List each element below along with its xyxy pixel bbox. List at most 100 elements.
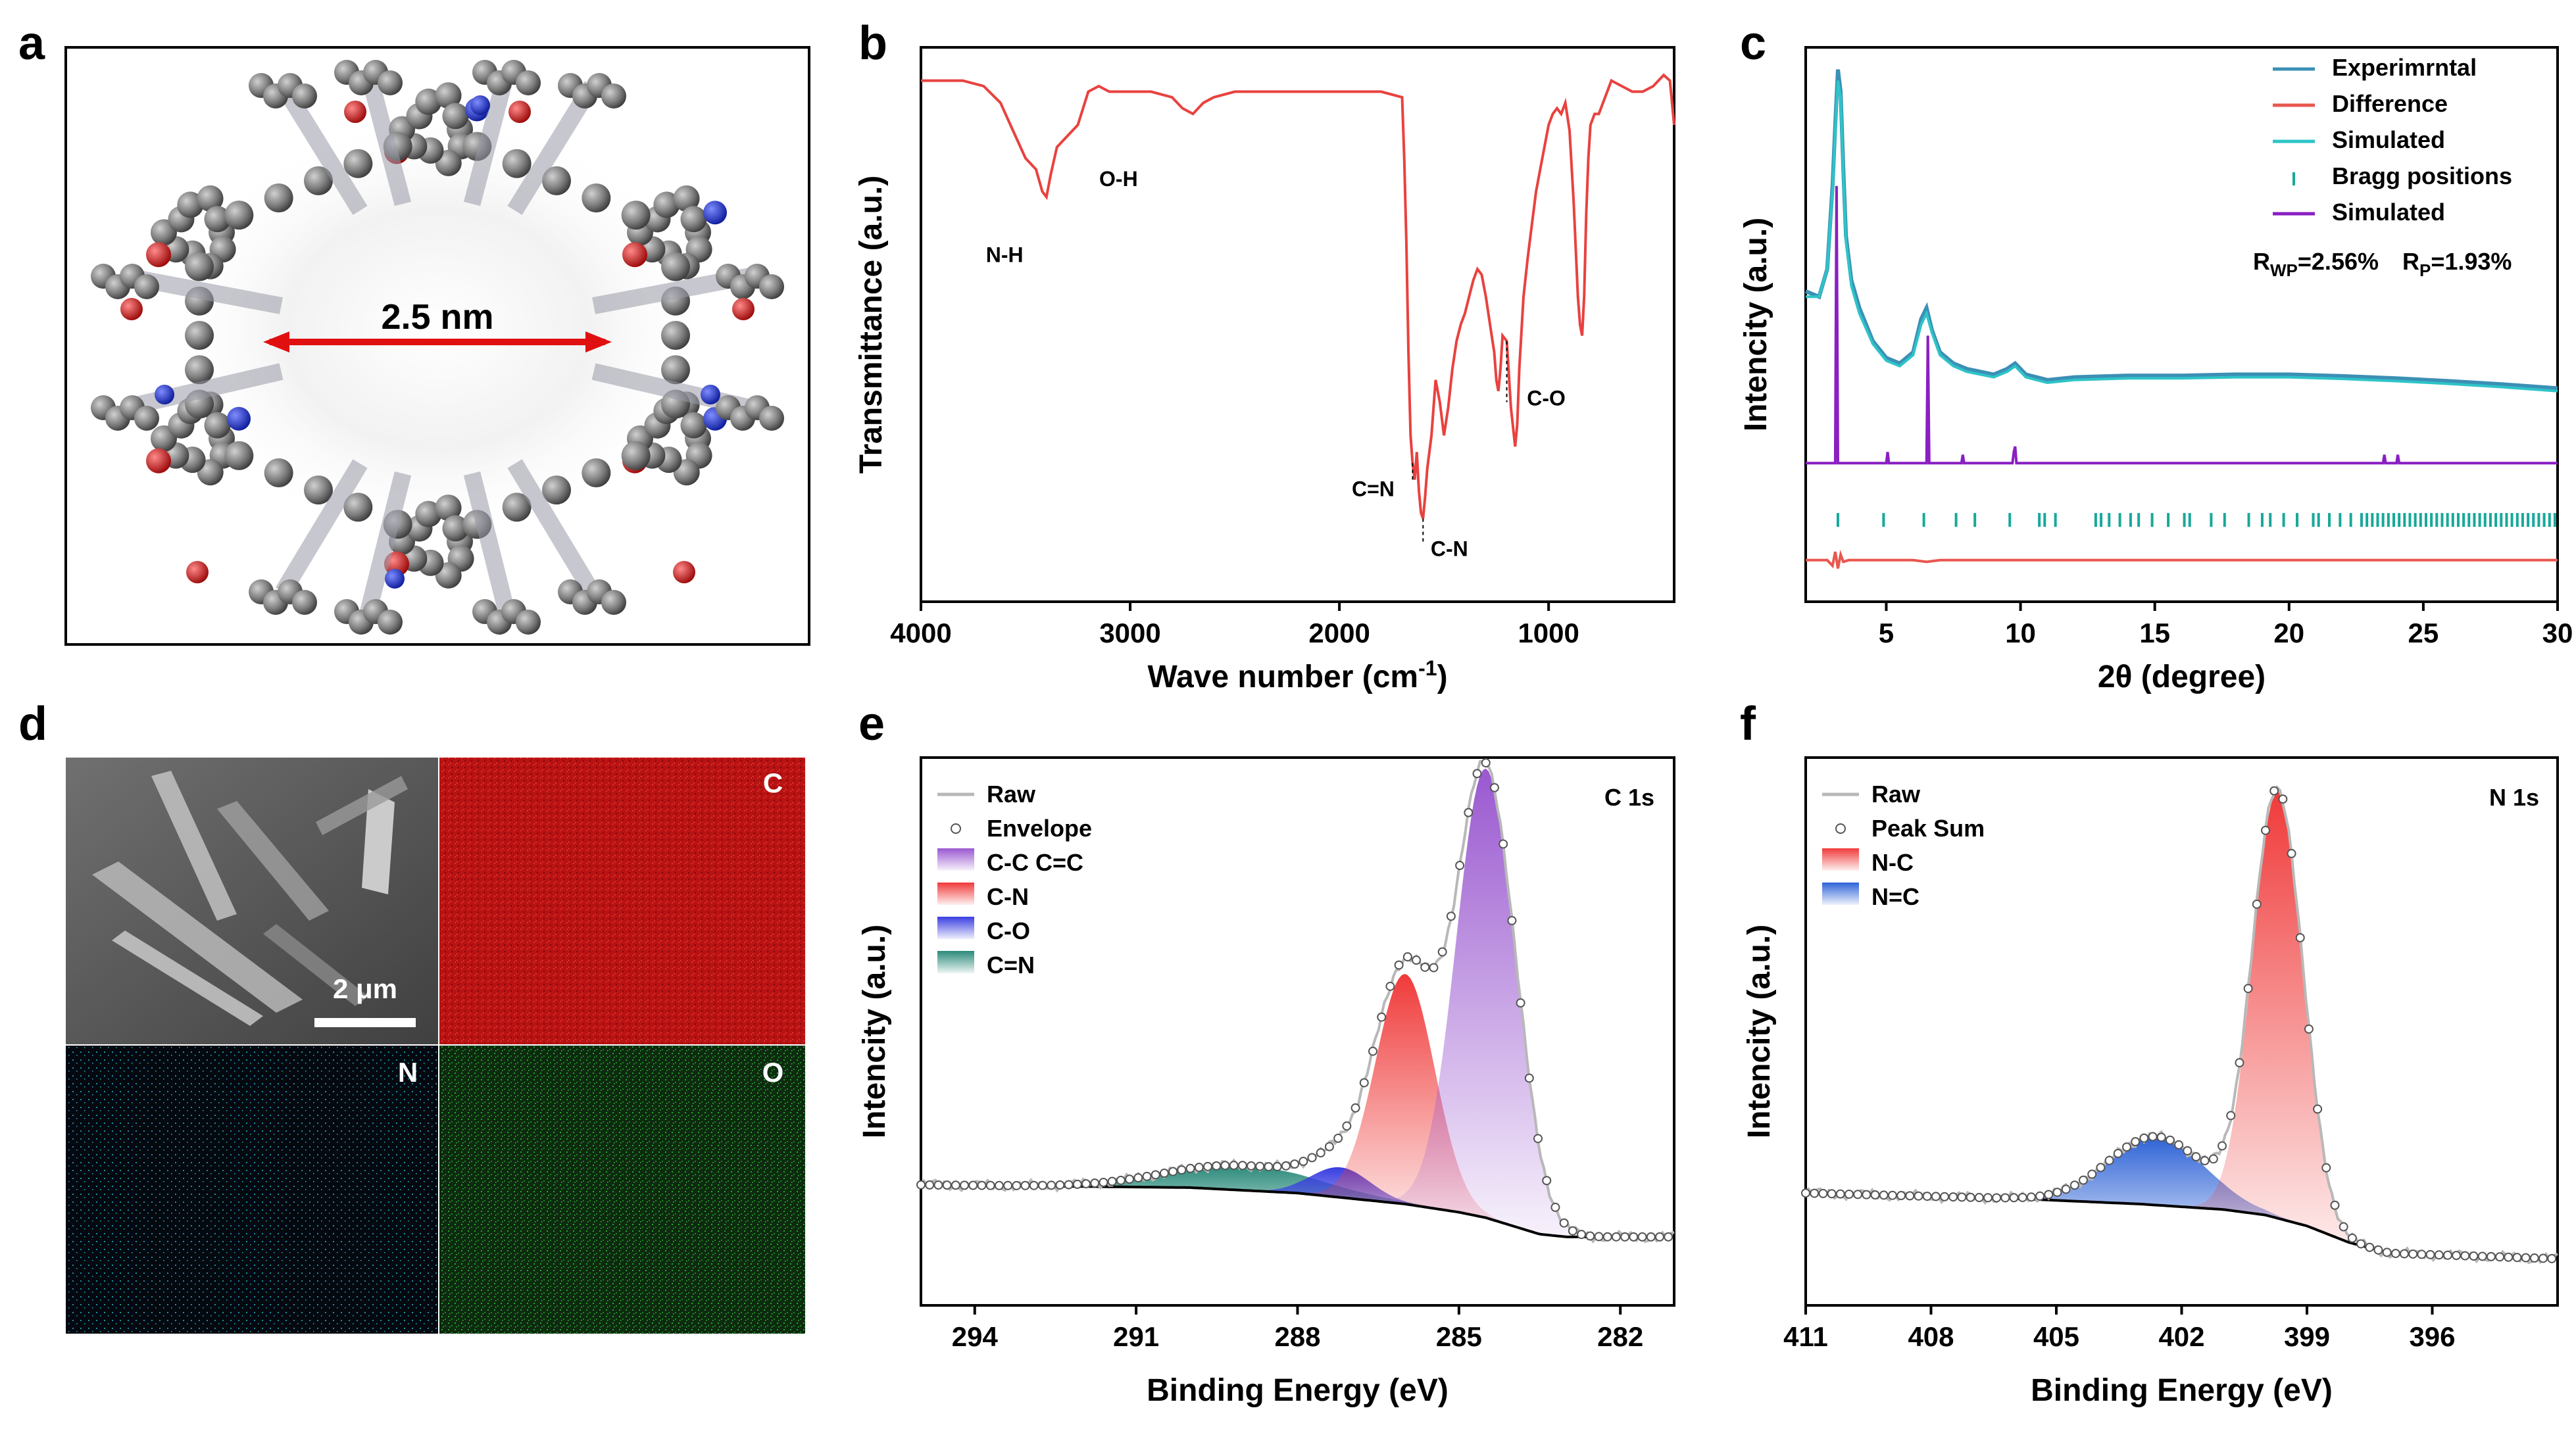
envelope-marker — [2174, 1140, 2184, 1150]
envelope-marker — [1629, 1232, 1639, 1242]
oxygen-atom — [146, 448, 172, 473]
legend-label: Simulated — [2332, 126, 2445, 153]
envelope-marker — [2504, 1252, 2514, 1262]
oxygen-atom — [120, 298, 143, 320]
envelope-marker — [1194, 1163, 1204, 1173]
envelope-marker — [1568, 1226, 1577, 1236]
envelope-marker — [2079, 1175, 2089, 1185]
legend-label: Experimrntal — [2332, 54, 2477, 81]
envelope-marker — [2131, 1137, 2141, 1147]
envelope-marker — [1064, 1180, 1074, 1190]
envelope-marker — [1550, 1202, 1560, 1212]
envelope-marker — [1385, 981, 1395, 991]
envelope-marker — [1133, 1173, 1143, 1183]
envelope-marker — [2547, 1253, 2557, 1263]
envelope-marker — [1455, 861, 1465, 871]
envelope-marker — [1533, 1134, 1543, 1144]
panel-a: a 2.5 nm — [18, 17, 810, 646]
envelope-marker — [977, 1180, 987, 1190]
fit-stat-rp_main: R — [2402, 248, 2419, 275]
carbon-atom — [343, 493, 373, 522]
carbon-atom — [541, 166, 571, 195]
plot-frame — [920, 46, 1675, 603]
envelope-marker — [951, 1180, 960, 1190]
envelope-marker — [2165, 1135, 2175, 1145]
carbon-atom — [442, 103, 469, 130]
x-tick-label: 30 — [2542, 618, 2573, 648]
x-tick-label: 1000 — [1518, 618, 1579, 648]
envelope-marker — [1914, 1191, 1923, 1201]
carbon-atom — [304, 166, 334, 195]
envelope-marker — [2452, 1251, 2462, 1261]
carbon-atom — [673, 185, 700, 212]
envelope-marker — [1168, 1167, 1178, 1176]
oxygen-atom — [344, 101, 366, 123]
carbon-atom — [621, 441, 651, 470]
envelope-marker — [1420, 962, 1430, 972]
envelope-marker — [2044, 1190, 2054, 1199]
envelope-marker — [1507, 915, 1517, 925]
fit-stat-rwp_main: R — [2253, 248, 2270, 275]
y-axis-label: Intencity (a.u.) — [1739, 218, 1773, 431]
envelope-marker — [2252, 899, 2262, 909]
carbon-atom — [541, 475, 571, 505]
carbon-atom — [292, 84, 317, 109]
legend-label-component: N=C — [1871, 883, 1920, 910]
envelope-marker — [2061, 1184, 2071, 1194]
legend-label-component: C-C C=C — [987, 849, 1083, 876]
cof-molecule-model — [91, 60, 784, 635]
envelope-marker — [2113, 1148, 2123, 1158]
envelope-marker — [1290, 1159, 1300, 1169]
envelope-marker — [2330, 1200, 2340, 1210]
y-axis-label: Transmittance (a.u.) — [854, 176, 889, 473]
envelope-marker — [1464, 808, 1474, 817]
envelope-marker — [2382, 1247, 2392, 1257]
oxygen-atom — [146, 242, 172, 268]
fit-stat-rp_val: =1.93% — [2431, 248, 2512, 275]
envelope-marker — [985, 1180, 995, 1190]
x-tick-label: 25 — [2408, 618, 2439, 648]
envelope-marker — [2018, 1192, 2027, 1202]
pore-glow — [161, 112, 714, 546]
envelope-marker — [2035, 1191, 2045, 1201]
eds-map-oxygen: O — [439, 1046, 805, 1334]
legend-label: Simulated — [2332, 199, 2445, 226]
x-tick-label: 285 — [1436, 1321, 1482, 1352]
carbon-atom — [759, 274, 784, 299]
x-axis-label-sup: -1 — [1418, 656, 1437, 680]
envelope-marker — [1637, 1232, 1647, 1242]
pxrd-series-3 — [1806, 185, 2558, 465]
spectrum-region-title: C 1s — [1604, 784, 1654, 811]
carbon-atom — [502, 149, 532, 178]
stacking-streak — [275, 459, 368, 596]
envelope-marker — [1542, 1176, 1552, 1186]
carbon-atom — [185, 355, 214, 385]
panel-e: e 294 291 288 285 282 Raw Envelope C-C C=C C-N C-… — [857, 698, 1675, 1408]
x-axis-label-end: ) — [1437, 660, 1448, 694]
envelope-marker — [1810, 1188, 1820, 1198]
y-axis-label: Intencity (a.u.) — [1742, 925, 1777, 1138]
panel-e-label: e — [858, 698, 885, 750]
legend-label-component: C=N — [987, 952, 1035, 979]
envelope-marker — [1654, 1232, 1664, 1242]
envelope-marker — [1281, 1161, 1291, 1171]
legend-label: Bragg positions — [2332, 162, 2512, 189]
stacking-streak — [123, 363, 284, 416]
carbon-atom — [601, 590, 626, 615]
envelope-marker — [2269, 786, 2279, 796]
envelope-marker — [2287, 848, 2296, 858]
envelope-marker — [1081, 1179, 1091, 1189]
x-tick-label: 405 — [2033, 1321, 2079, 1352]
envelope-marker — [1220, 1161, 1230, 1171]
stacking-streak — [360, 471, 412, 614]
envelope-marker — [916, 1180, 926, 1190]
eds-map-carbon: C — [439, 758, 805, 1044]
panel-f: f 411 408 405 402 399 396 Raw Peak Sum N-C N=C N 1… — [1740, 698, 2559, 1408]
envelope-marker — [2486, 1251, 2496, 1261]
envelope-marker — [2390, 1249, 2400, 1259]
carbon-atom — [204, 206, 231, 233]
envelope-marker — [2339, 1222, 2348, 1232]
ftir-annotation: C-O — [1527, 387, 1566, 410]
x-tick-label: 411 — [1783, 1321, 1828, 1352]
envelope-marker — [1887, 1190, 1897, 1200]
